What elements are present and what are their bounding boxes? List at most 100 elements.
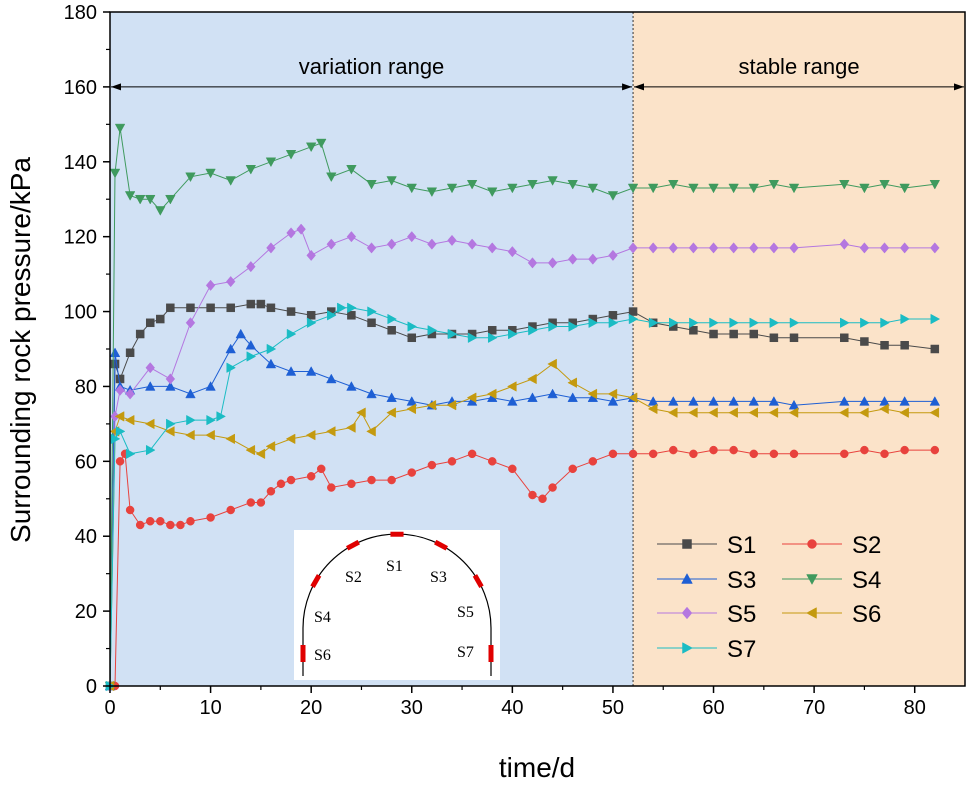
series-s4-point-13 [285, 150, 297, 160]
series-s4-point-35 [708, 183, 719, 194]
inset-label-s4: S4 [314, 609, 331, 626]
series-s6-point-28 [587, 388, 598, 400]
series-s2-point-45 [840, 449, 849, 459]
legend-marker [681, 573, 693, 584]
legend-marker [682, 539, 692, 549]
series-s5-point-4 [145, 362, 155, 374]
series-s2-point-35 [608, 449, 618, 459]
series-s1-point-36 [729, 329, 738, 339]
x-tick-label-5: 50 [602, 697, 624, 719]
series-s1-point-3 [125, 348, 135, 357]
y-tick-label-2: 40 [75, 526, 97, 548]
series-s7-point-14 [327, 310, 337, 321]
x-tick-label-0: 0 [104, 697, 115, 719]
series-s6 [104, 358, 940, 692]
series-s2-point-43 [769, 449, 779, 459]
series-s1-point-35 [709, 329, 718, 339]
series-s4-point-40 [839, 179, 850, 190]
series-s2-point-16 [276, 479, 286, 489]
series-s3-point-4 [145, 381, 156, 391]
series-s2-point-21 [347, 479, 356, 489]
series-s6-point-16 [356, 407, 366, 418]
series-s3-point-40 [879, 396, 890, 406]
series-s7-point-5 [166, 418, 176, 430]
inset-label-s1: S1 [386, 558, 403, 575]
inset-gauge-arc-3 [346, 539, 360, 551]
series-s6-point-41 [879, 403, 889, 415]
series-s7-point-26 [548, 321, 558, 332]
series-layer [104, 123, 941, 692]
series-s4-point-16 [326, 172, 337, 183]
series-s7-point-19 [407, 321, 418, 332]
series-s6-point-3 [124, 414, 135, 426]
series-s2-point-10 [186, 516, 195, 526]
series-s6-point-19 [406, 403, 417, 415]
series-s2-point-48 [900, 445, 909, 455]
series-s2-point-15 [266, 487, 276, 496]
series-s1-point-38 [769, 333, 779, 343]
series-s5-point-42 [930, 242, 940, 254]
series-s1-point-37 [749, 329, 759, 339]
series-s7-point-39 [840, 317, 850, 329]
series-s2-point-19 [316, 464, 326, 474]
series-s7-point-23 [487, 332, 498, 343]
legend-marker [682, 642, 693, 654]
series-s5-point-17 [386, 238, 397, 250]
series-s5-point-29 [628, 242, 638, 254]
series-s4-point-1 [109, 168, 121, 179]
series-s4-point-27 [547, 176, 558, 186]
y-tick-label-1: 20 [75, 601, 97, 623]
series-s5-point-34 [728, 242, 739, 254]
y-tick-label-5: 100 [64, 302, 97, 324]
series-s6-point-32 [667, 407, 678, 418]
legend-item-s2: S2 [782, 532, 881, 559]
series-s6-point-5 [165, 426, 175, 437]
series-s5-point-21 [467, 238, 477, 250]
series-s6-point-6 [185, 429, 195, 441]
series-s3-point-17 [386, 392, 397, 402]
series-s4-point-6 [155, 206, 166, 216]
series-s3-point-35 [748, 396, 759, 406]
series-s4-point-20 [406, 183, 417, 194]
series-s2-point-36 [628, 449, 638, 459]
inset-gauge-arc-2 [434, 539, 448, 551]
series-s1-point-34 [689, 326, 698, 335]
series-s4-point-9 [205, 168, 216, 179]
y-tick-label-4: 80 [75, 376, 97, 398]
series-s3-point-7 [205, 381, 216, 391]
series-s1-point-41 [860, 337, 869, 346]
y-tick-label-9: 180 [64, 2, 97, 24]
series-s5-point-8 [225, 276, 236, 288]
inset-background [294, 530, 500, 680]
series-s6-point-43 [929, 407, 940, 418]
series-s7-point-4 [145, 444, 156, 456]
series-s5-point-13 [306, 249, 316, 261]
series-s1-point-17 [347, 311, 356, 320]
series-s7-point-38 [789, 317, 800, 329]
series-s1-point-13 [266, 303, 276, 313]
series-s6-point-9 [245, 444, 256, 456]
inset-label-s3: S3 [430, 569, 447, 586]
legend-marker [806, 607, 817, 619]
series-s1-point-10 [226, 303, 235, 313]
series-s5-point-40 [879, 242, 890, 254]
series-s3-point-12 [285, 366, 297, 376]
series-s3-point-37 [788, 399, 800, 410]
series-s6-point-12 [285, 433, 296, 445]
series-s3-point-33 [708, 396, 719, 406]
series-s3-point-36 [768, 396, 780, 406]
series-s6-point-33 [688, 407, 698, 418]
series-s4-point-43 [899, 183, 910, 194]
series-s3-point-13 [305, 366, 317, 376]
series-s3-point-16 [366, 388, 377, 399]
series-s2-point-38 [669, 445, 678, 455]
series-s4-point-39 [788, 183, 800, 194]
series-s4-point-2 [114, 123, 126, 134]
series-s7-point-35 [729, 317, 739, 329]
series-s1-point-12 [256, 299, 266, 309]
series-s2-point-40 [709, 445, 718, 455]
series-s5-point-38 [839, 238, 850, 250]
series-s4-point-25 [507, 183, 518, 194]
series-s2-point-30 [528, 490, 537, 500]
series-s2-point-9 [176, 520, 185, 530]
